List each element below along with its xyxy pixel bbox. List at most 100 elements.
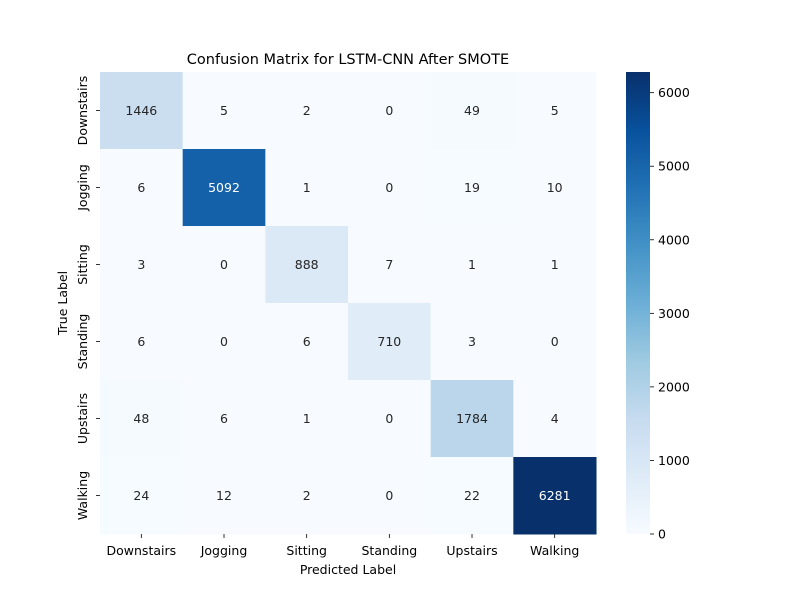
cell-value-label: 1 (468, 257, 476, 272)
heatmap-cell (513, 72, 597, 150)
cell-value-label: 10 (547, 180, 563, 195)
x-tick-label: Downstairs (107, 543, 177, 558)
cell-value-label: 1784 (456, 411, 488, 426)
cell-value-label: 6 (220, 411, 228, 426)
cell-value-label: 1 (303, 411, 311, 426)
heatmap-cell (348, 380, 432, 458)
heatmap-cell (348, 149, 432, 227)
colorbar-ticks: 0 1000 2000 3000 4000 5000 6000 (650, 85, 690, 542)
colorbar-tick-label: 0 (658, 527, 666, 542)
cell-value-label: 22 (464, 488, 480, 503)
colorbar-tick-label: 5000 (658, 159, 690, 174)
heatmap-cell (100, 380, 184, 458)
cell-value-label: 0 (220, 334, 228, 349)
y-tick-label: Sitting (75, 244, 90, 285)
cell-value-label: 5 (220, 103, 228, 118)
heatmap-cell (430, 380, 514, 458)
heatmap-cell (430, 149, 514, 227)
x-axis-ticks: Downstairs Jogging Sitting Standing Upstairs… (107, 534, 579, 558)
x-tick-label: Walking (530, 543, 579, 558)
colorbar-tick-label: 3000 (658, 306, 690, 321)
heatmap-cell (430, 226, 514, 304)
heatmap-cell (100, 149, 184, 227)
cell-value-label: 6 (303, 334, 311, 349)
heatmap-cell (182, 380, 266, 458)
cell-value-label: 19 (464, 180, 480, 195)
cell-value-label: 0 (385, 488, 393, 503)
cell-labels: 1446 5 2 0 49 56 5092 1 0 19 103 0 888 7 1 16 0 6 710 3 048 6… (125, 103, 570, 503)
cell-value-label: 1 (551, 257, 559, 272)
cell-value-label: 888 (295, 257, 319, 272)
heatmap-cell (265, 380, 349, 458)
heatmap-cell (100, 457, 184, 535)
cell-value-label: 6 (137, 334, 145, 349)
heatmap-cell (182, 149, 266, 227)
heatmap-cell (513, 149, 597, 227)
heatmap-cell (182, 303, 266, 381)
heatmap-cell (100, 226, 184, 304)
cell-value-label: 24 (133, 488, 149, 503)
colorbar-tick-label: 1000 (658, 453, 690, 468)
heatmap-cell (265, 303, 349, 381)
x-tick-label: Upstairs (446, 543, 497, 558)
cell-value-label: 0 (385, 180, 393, 195)
cell-value-label: 49 (464, 103, 480, 118)
cell-value-label: 3 (468, 334, 476, 349)
heatmap-cell (513, 303, 597, 381)
x-tick-label: Standing (362, 543, 418, 558)
heatmap-cell (182, 457, 266, 535)
y-tick-label: Upstairs (75, 393, 90, 444)
cell-value-label: 0 (385, 103, 393, 118)
y-tick-label: Standing (75, 314, 90, 370)
heatmap-cell (513, 380, 597, 458)
cell-value-label: 2 (303, 488, 311, 503)
colorbar-tick-label: 4000 (658, 232, 690, 247)
y-tick-label: Walking (75, 471, 90, 520)
y-tick-label: Downstairs (75, 76, 90, 146)
cell-value-label: 2 (303, 103, 311, 118)
cell-value-label: 0 (385, 411, 393, 426)
x-tick-label: Jogging (200, 543, 248, 558)
heatmap-cell (265, 72, 349, 150)
cell-value-label: 3 (137, 257, 145, 272)
heatmap-cell (513, 457, 597, 535)
y-axis-ticks: Downstairs Jogging Sitting Standing Upstairs… (75, 76, 100, 520)
heatmap-cell (100, 72, 184, 150)
heatmap-cell (265, 457, 349, 535)
heatmap-cell (513, 226, 597, 304)
cell-value-label: 0 (220, 257, 228, 272)
cell-value-label: 12 (216, 488, 232, 503)
cell-value-label: 710 (377, 334, 401, 349)
heatmap-cell (182, 226, 266, 304)
cell-value-label: 1446 (125, 103, 157, 118)
heatmap-cell (182, 72, 266, 150)
heatmap-cells (100, 72, 597, 535)
cell-value-label: 6281 (539, 488, 571, 503)
cell-value-label: 48 (133, 411, 149, 426)
x-tick-label: Sitting (286, 543, 327, 558)
cell-value-label: 5092 (208, 180, 240, 195)
colorbar-tick-label: 6000 (658, 85, 690, 100)
heatmap-cell (265, 149, 349, 227)
heatmap-cell (348, 72, 432, 150)
heatmap-cell (430, 72, 514, 150)
y-axis-label: True Label (55, 271, 70, 336)
heatmap-cell (348, 457, 432, 535)
cell-value-label: 1 (303, 180, 311, 195)
x-axis-label: Predicted Label (300, 562, 396, 577)
cell-value-label: 7 (385, 257, 393, 272)
cell-value-label: 5 (551, 103, 559, 118)
heatmap-cell (265, 226, 349, 304)
heatmap-cell (100, 303, 184, 381)
heatmap-cell (430, 457, 514, 535)
y-tick-label: Jogging (75, 164, 90, 212)
heatmap-cell (430, 303, 514, 381)
heatmap-cell (348, 303, 432, 381)
cell-value-label: 0 (551, 334, 559, 349)
cell-value-label: 4 (551, 411, 559, 426)
cell-value-label: 6 (137, 180, 145, 195)
colorbar-tick-label: 2000 (658, 379, 690, 394)
heatmap-cell (348, 226, 432, 304)
colorbar (626, 72, 650, 534)
